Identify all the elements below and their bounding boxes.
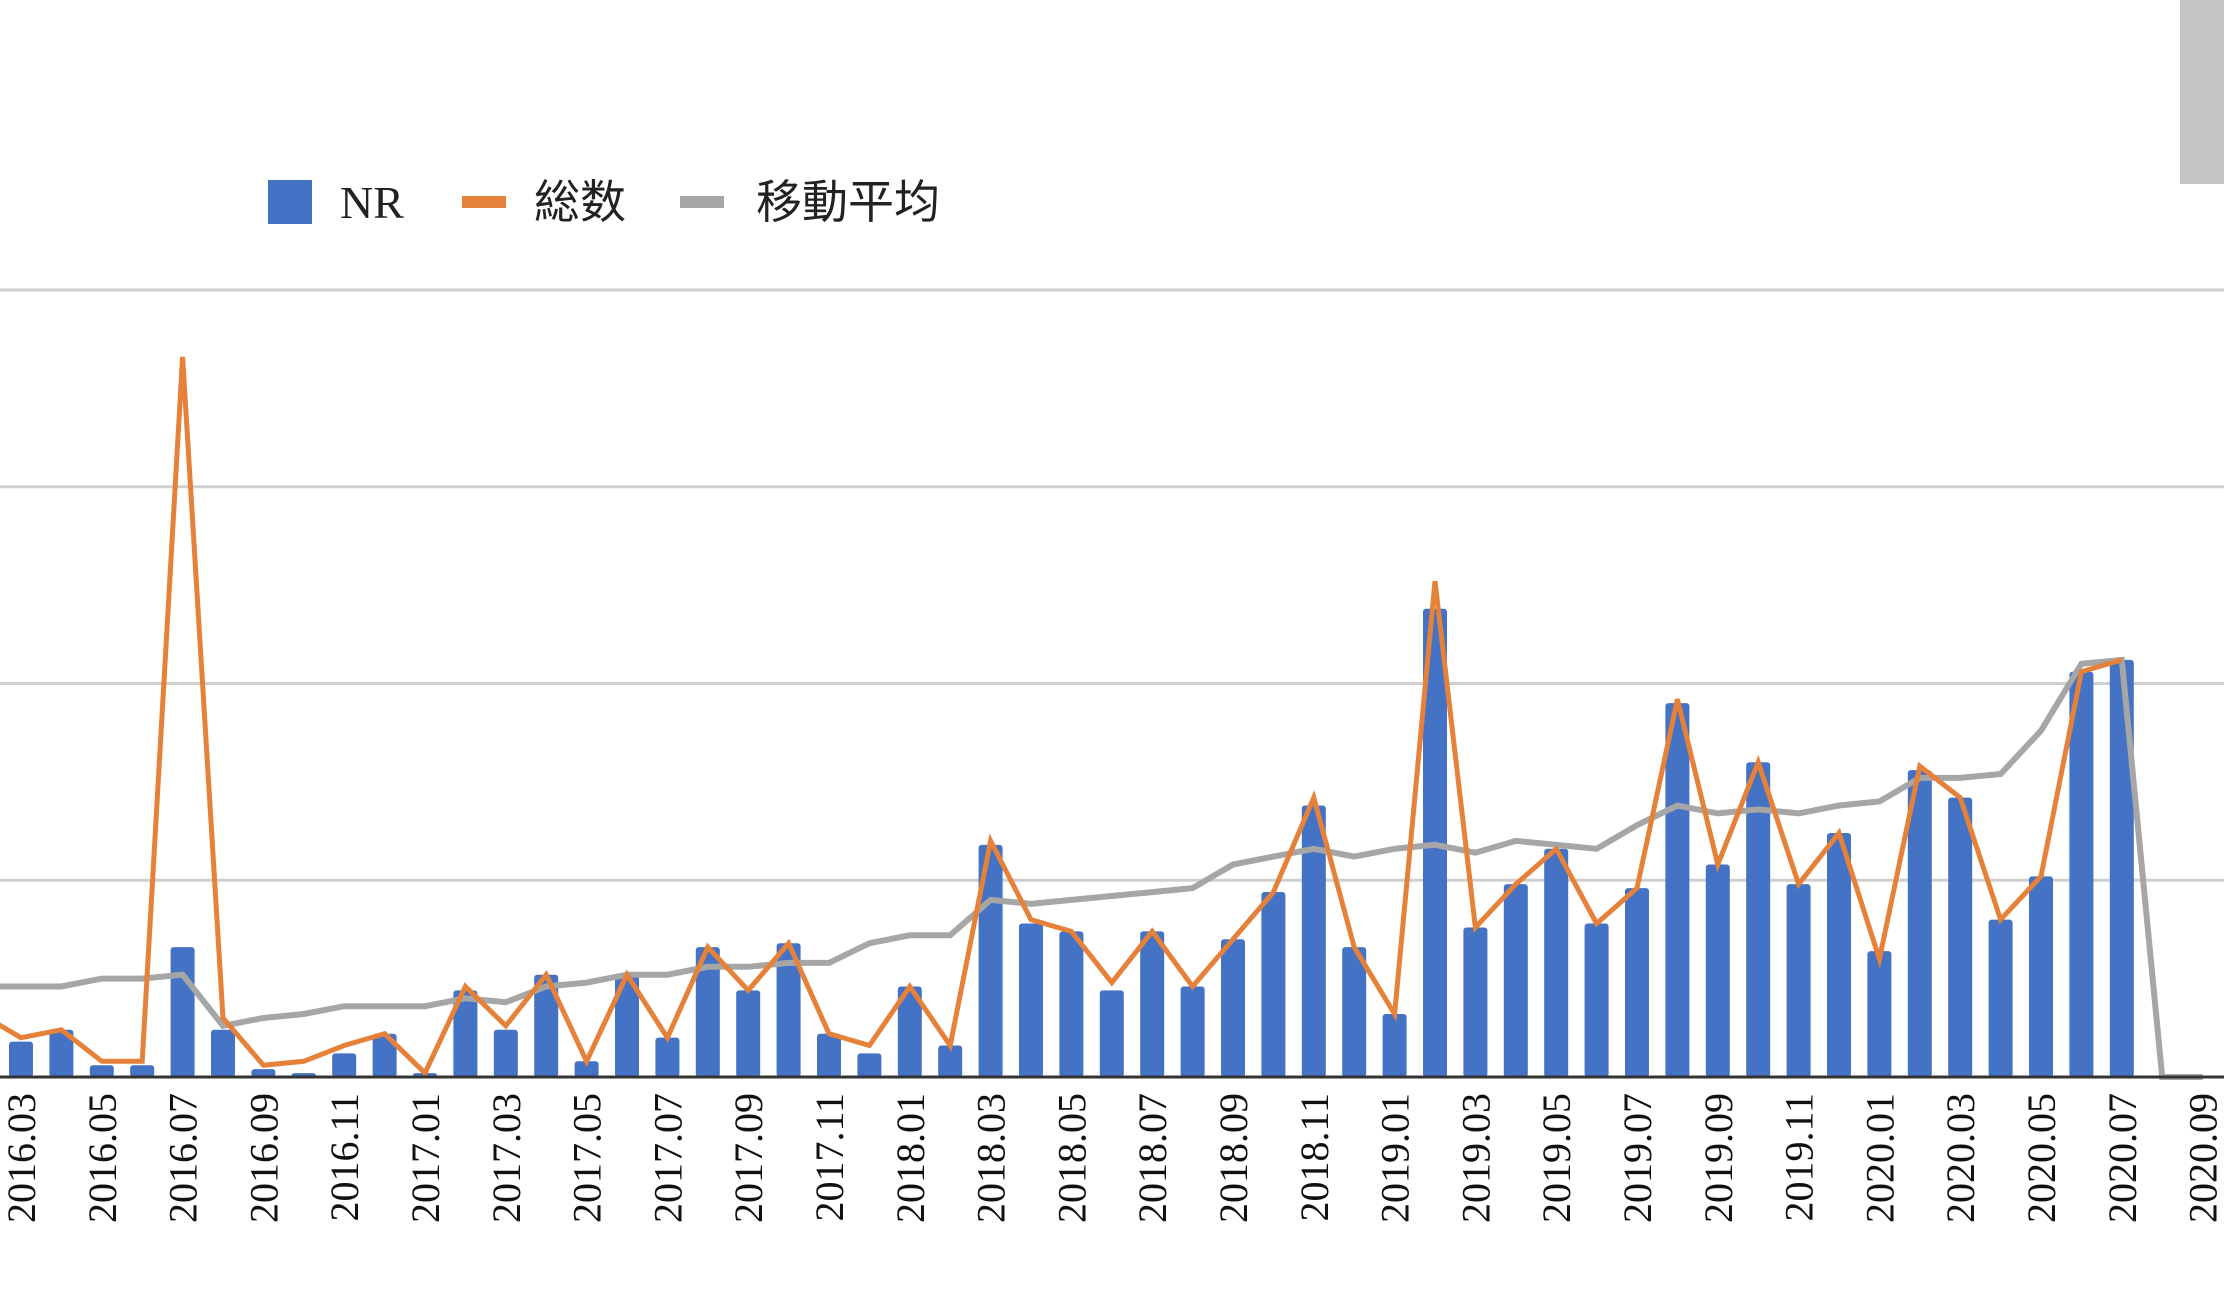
bar-nr-2018.01	[897, 986, 922, 1077]
moving-average-line	[0, 656, 2203, 1080]
bar-nr-2017.04	[534, 974, 559, 1077]
x-tick-label: 2016.09	[241, 1093, 286, 1223]
bar-nr-2019.05	[1544, 848, 1569, 1077]
bar-nr-2016.05	[89, 1065, 114, 1077]
bar-nr-2018.12	[1342, 947, 1367, 1077]
bar-nr-2020.04	[1988, 919, 2013, 1077]
legend-swatch-square	[268, 180, 312, 224]
x-tick-label: 2019.11	[1777, 1093, 1822, 1222]
bar-nr-2020.01	[1867, 951, 1892, 1077]
bar-nr-2017.06	[615, 974, 639, 1077]
x-tick-label: 2017.07	[645, 1093, 690, 1223]
x-tick-label: 2017.05	[565, 1093, 610, 1223]
bar-nr-2019.01	[1382, 1014, 1407, 1077]
bar-nr-2016.11	[332, 1053, 357, 1077]
bar-nr-2017.08	[695, 947, 720, 1077]
x-tick-label: 2017.09	[726, 1093, 771, 1223]
x-tick-label: 2018.05	[1049, 1093, 1094, 1223]
bar-nr-2019.10	[1746, 762, 1771, 1077]
bar-nr-2017.05	[574, 1061, 599, 1077]
bar-nr-2017.10	[776, 943, 801, 1077]
bar-nr-2020.05	[2029, 876, 2053, 1077]
bar-nr-2018.08	[1180, 986, 1205, 1077]
total-line	[0, 356, 2123, 1078]
bar-nr-2019.03	[1463, 927, 1488, 1077]
bar-nr-2017.02	[453, 990, 478, 1077]
bar-nr-2017.07	[655, 1037, 680, 1077]
x-tick-label: 2019.07	[1615, 1093, 1660, 1223]
x-tick-label: 2020.03	[1938, 1093, 1983, 1223]
x-tick-label: 2018.01	[888, 1093, 933, 1223]
bar-nr-2020.07	[2109, 659, 2134, 1077]
x-tick-label: 2016.11	[322, 1093, 367, 1222]
x-tick-label: 2018.11	[1292, 1093, 1337, 1222]
bar-nr-2016.12	[372, 1033, 397, 1077]
bar-nr-2018.06	[1099, 990, 1124, 1077]
legend-item-1: NR	[268, 177, 404, 228]
bar-nr-2018.10	[1261, 892, 1286, 1077]
x-tick-label: 2020.01	[1857, 1093, 1902, 1223]
x-tick-label: 2019.01	[1373, 1093, 1418, 1223]
bar-nr-2016.06	[130, 1065, 155, 1077]
vertical-scrollbar-thumb[interactable]	[2180, 0, 2224, 184]
bar-nr-2016.03	[9, 1041, 33, 1077]
bar-nr-2017.09	[736, 990, 761, 1077]
x-tick-label: 2017.03	[484, 1093, 529, 1223]
bar-nr-2019.04	[1503, 884, 1528, 1077]
legend-label: 総数	[534, 177, 626, 228]
bar-nr-2016.08	[211, 1029, 235, 1077]
bar-nr-2016.04	[49, 1029, 74, 1077]
bar-nr-2019.08	[1665, 703, 1690, 1077]
bar-nr-2018.02	[938, 1045, 963, 1077]
bar-nr-2020.03	[1948, 797, 1973, 1077]
bar-nr-2018.04	[1019, 923, 1043, 1077]
x-tick-label: 2019.05	[1534, 1093, 1579, 1223]
x-tick-label: 2019.03	[1453, 1093, 1498, 1223]
bar-nr-2017.11	[817, 1033, 841, 1077]
bar-nr-2020.06	[2069, 671, 2094, 1077]
legend-item-3: 移動平均	[680, 177, 940, 228]
bar-nr-2019.09	[1705, 864, 1730, 1077]
bar-nr-2019.11	[1786, 884, 1811, 1077]
x-tick-label: 2018.07	[1130, 1093, 1175, 1223]
bar-nr-2017.03	[493, 1029, 518, 1077]
legend: NR 総数 移動平均	[268, 177, 940, 228]
bar-nr-2018.05	[1059, 931, 1084, 1077]
legend-swatch-line	[462, 196, 506, 208]
x-tick-label: 2017.11	[807, 1093, 852, 1222]
x-tick-label: 2018.03	[969, 1093, 1014, 1223]
bar-nr-2016.07	[170, 947, 195, 1077]
x-tick-label: 2016.03	[0, 1093, 44, 1223]
x-tick-label: 2020.07	[2100, 1093, 2145, 1223]
legend-label: NR	[340, 177, 404, 228]
x-tick-label: 2016.07	[161, 1093, 206, 1223]
bar-nr-2019.12	[1827, 833, 1851, 1077]
x-tick-label: 2017.01	[403, 1093, 448, 1223]
x-tick-label: 2018.09	[1211, 1093, 1256, 1223]
bar-nr-2018.11	[1301, 805, 1326, 1077]
bar-nr-2016.09	[251, 1069, 276, 1077]
x-tick-label: 2020.05	[2019, 1093, 2064, 1223]
x-tick-label: 2019.09	[1696, 1093, 1741, 1223]
legend-swatch-line	[680, 196, 724, 208]
bar-nr-2017.12	[857, 1053, 882, 1077]
legend-item-2: 総数	[462, 177, 626, 228]
bar-nr-2018.07	[1140, 931, 1165, 1077]
bar-nr-2019.06	[1584, 923, 1609, 1077]
bar-nr-2019.07	[1625, 888, 1649, 1077]
bar-nr-2020.02	[1907, 770, 1932, 1077]
legend-label: 移動平均	[756, 177, 940, 228]
x-tick-label: 2020.09	[2181, 1093, 2224, 1223]
x-axis: 2016.03 2016.05 2016.07 2016.09 2016.11 2017.…	[0, 1075, 2224, 1223]
x-tick-label: 2016.05	[80, 1093, 125, 1223]
bar-nr-2018.09	[1221, 939, 1245, 1077]
series-lines	[0, 356, 2203, 1080]
